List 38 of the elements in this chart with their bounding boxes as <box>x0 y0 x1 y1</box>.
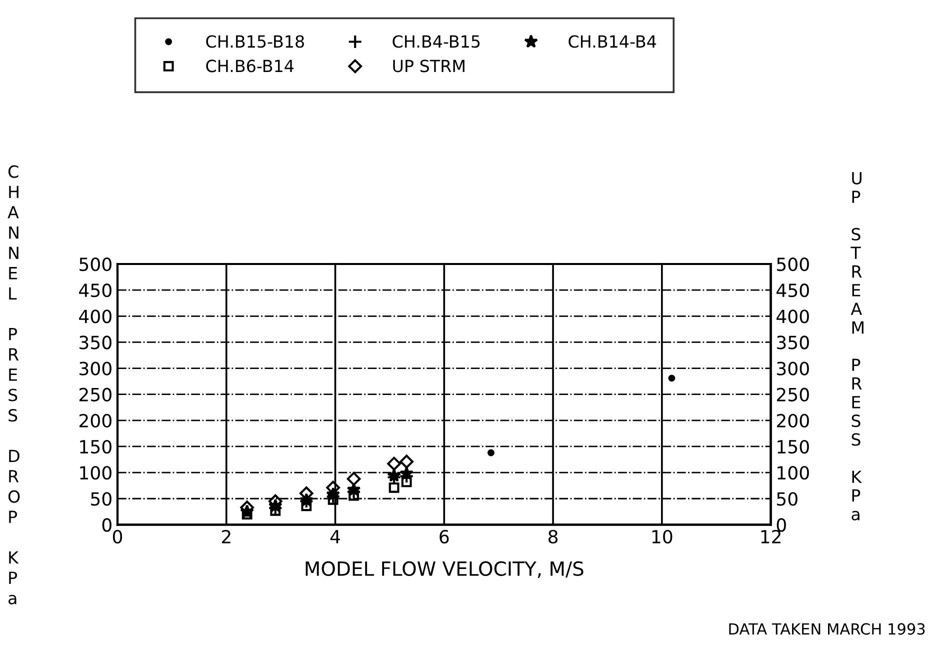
legend-label: CH.B6-B14 <box>206 60 294 72</box>
y2-tick-label: 200 <box>776 414 809 428</box>
y-tick-label: 50 <box>91 492 112 506</box>
legend-label: UP STRM <box>393 60 464 72</box>
x-tick-label: 6 <box>440 530 449 544</box>
y-tick-label: 150 <box>80 440 112 454</box>
y2-tick-label: 50 <box>777 492 798 506</box>
legend-label: CH.B4-B15 <box>392 35 480 48</box>
y-tick-label: 350 <box>80 336 112 350</box>
y2-tick-label: 350 <box>777 336 809 350</box>
x-tick-label: 2 <box>222 530 230 544</box>
x-tick-label: 10 <box>652 530 672 544</box>
y-tick-label: 200 <box>80 414 112 428</box>
y2-tick-label: 450 <box>776 284 809 298</box>
y-tick-label: 450 <box>79 284 112 298</box>
legend-label: CH.B15-B18 <box>206 35 304 48</box>
y-tick-label: 500 <box>80 257 112 272</box>
y-tick-label: 400 <box>79 310 112 324</box>
y2-tick-label: 300 <box>777 362 809 376</box>
y2-tick-label: 250 <box>776 388 809 402</box>
y-tick-label: 300 <box>80 362 112 376</box>
text: CHANNEL PRESS DROP KPa <box>8 165 20 604</box>
y2-tick-label: 0 <box>776 518 786 532</box>
y-tick-label: 100 <box>80 466 112 480</box>
y2-tick-label: 400 <box>776 310 809 324</box>
text: UP STREAM PRESS KPa <box>850 172 864 520</box>
y-tick-label: 250 <box>80 388 112 402</box>
text: DATA TAKEN MARCH 1993 <box>729 623 925 635</box>
x-tick-label: 12 <box>761 530 780 544</box>
y2-tick-label: 150 <box>778 440 809 454</box>
x-axis-title: MODEL FLOW VELOCITY, M/S <box>306 561 584 578</box>
y2-tick-label: 100 <box>778 466 809 480</box>
x-tick-label: 8 <box>548 530 558 544</box>
legend-label: CH.B14-B4 <box>568 35 656 48</box>
y-tick-label: 0 <box>102 518 112 532</box>
y2-tick-label: 500 <box>777 257 809 272</box>
x-tick-label: 4 <box>330 530 340 544</box>
x-tick-label: 0 <box>112 530 122 544</box>
